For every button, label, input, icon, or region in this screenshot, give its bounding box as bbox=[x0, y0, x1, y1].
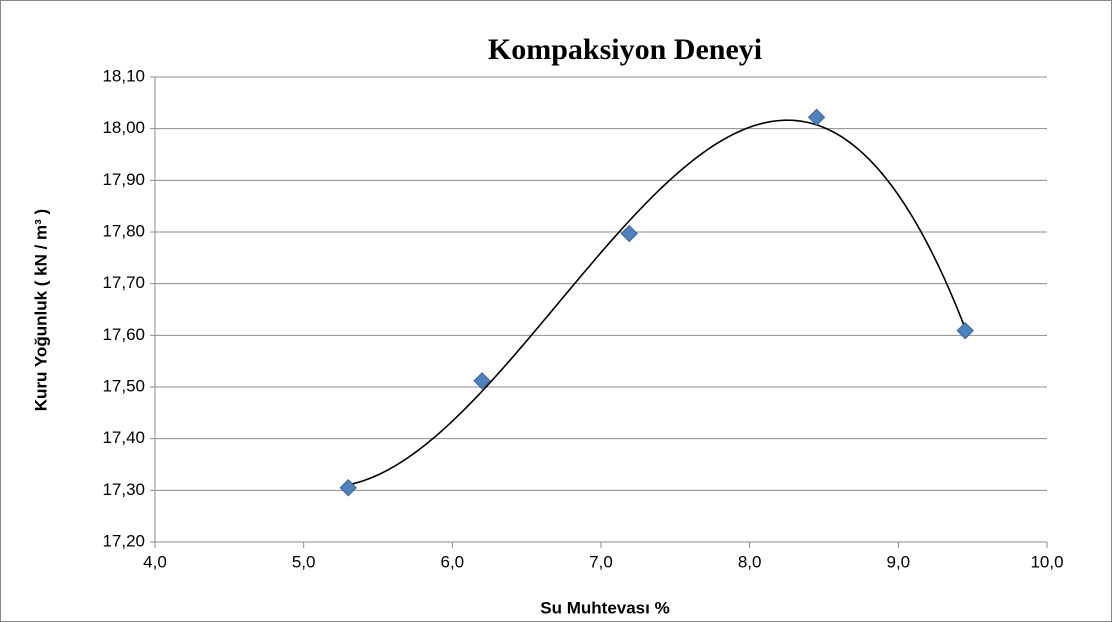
y-tick-label: 17,70 bbox=[102, 273, 145, 292]
y-tick-label: 17,50 bbox=[102, 376, 145, 395]
y-tick-label: 17,80 bbox=[102, 221, 145, 240]
y-tick-label: 17,60 bbox=[102, 325, 145, 344]
x-tick-label: 8,0 bbox=[738, 552, 762, 571]
y-tick-label: 17,20 bbox=[102, 531, 145, 550]
x-tick-label: 5,0 bbox=[292, 552, 316, 571]
marker bbox=[807, 108, 826, 127]
marker bbox=[956, 321, 974, 340]
x-tick-label: 9,0 bbox=[887, 552, 911, 571]
y-tick-label: 17,90 bbox=[102, 170, 145, 189]
marker bbox=[339, 479, 357, 497]
marker bbox=[620, 224, 638, 243]
x-tick-label: 10,0 bbox=[1030, 552, 1063, 571]
x-axis-label: Su Muhtevası % bbox=[540, 598, 669, 617]
y-tick-label: 18,00 bbox=[102, 118, 145, 137]
y-axis-label: Kuru Yoğunluk ( kN / m³ ) bbox=[31, 209, 50, 411]
x-tick-label: 7,0 bbox=[589, 552, 613, 571]
trendline bbox=[348, 119, 966, 486]
marker bbox=[473, 372, 491, 390]
y-tick-label: 18,10 bbox=[102, 66, 145, 85]
x-tick-label: 6,0 bbox=[441, 552, 465, 571]
chart-title: Kompaksiyon Deneyi bbox=[488, 33, 762, 66]
y-tick-label: 17,40 bbox=[102, 428, 145, 447]
y-tick-label: 17,30 bbox=[102, 480, 145, 499]
x-tick-label: 4,0 bbox=[143, 552, 167, 571]
